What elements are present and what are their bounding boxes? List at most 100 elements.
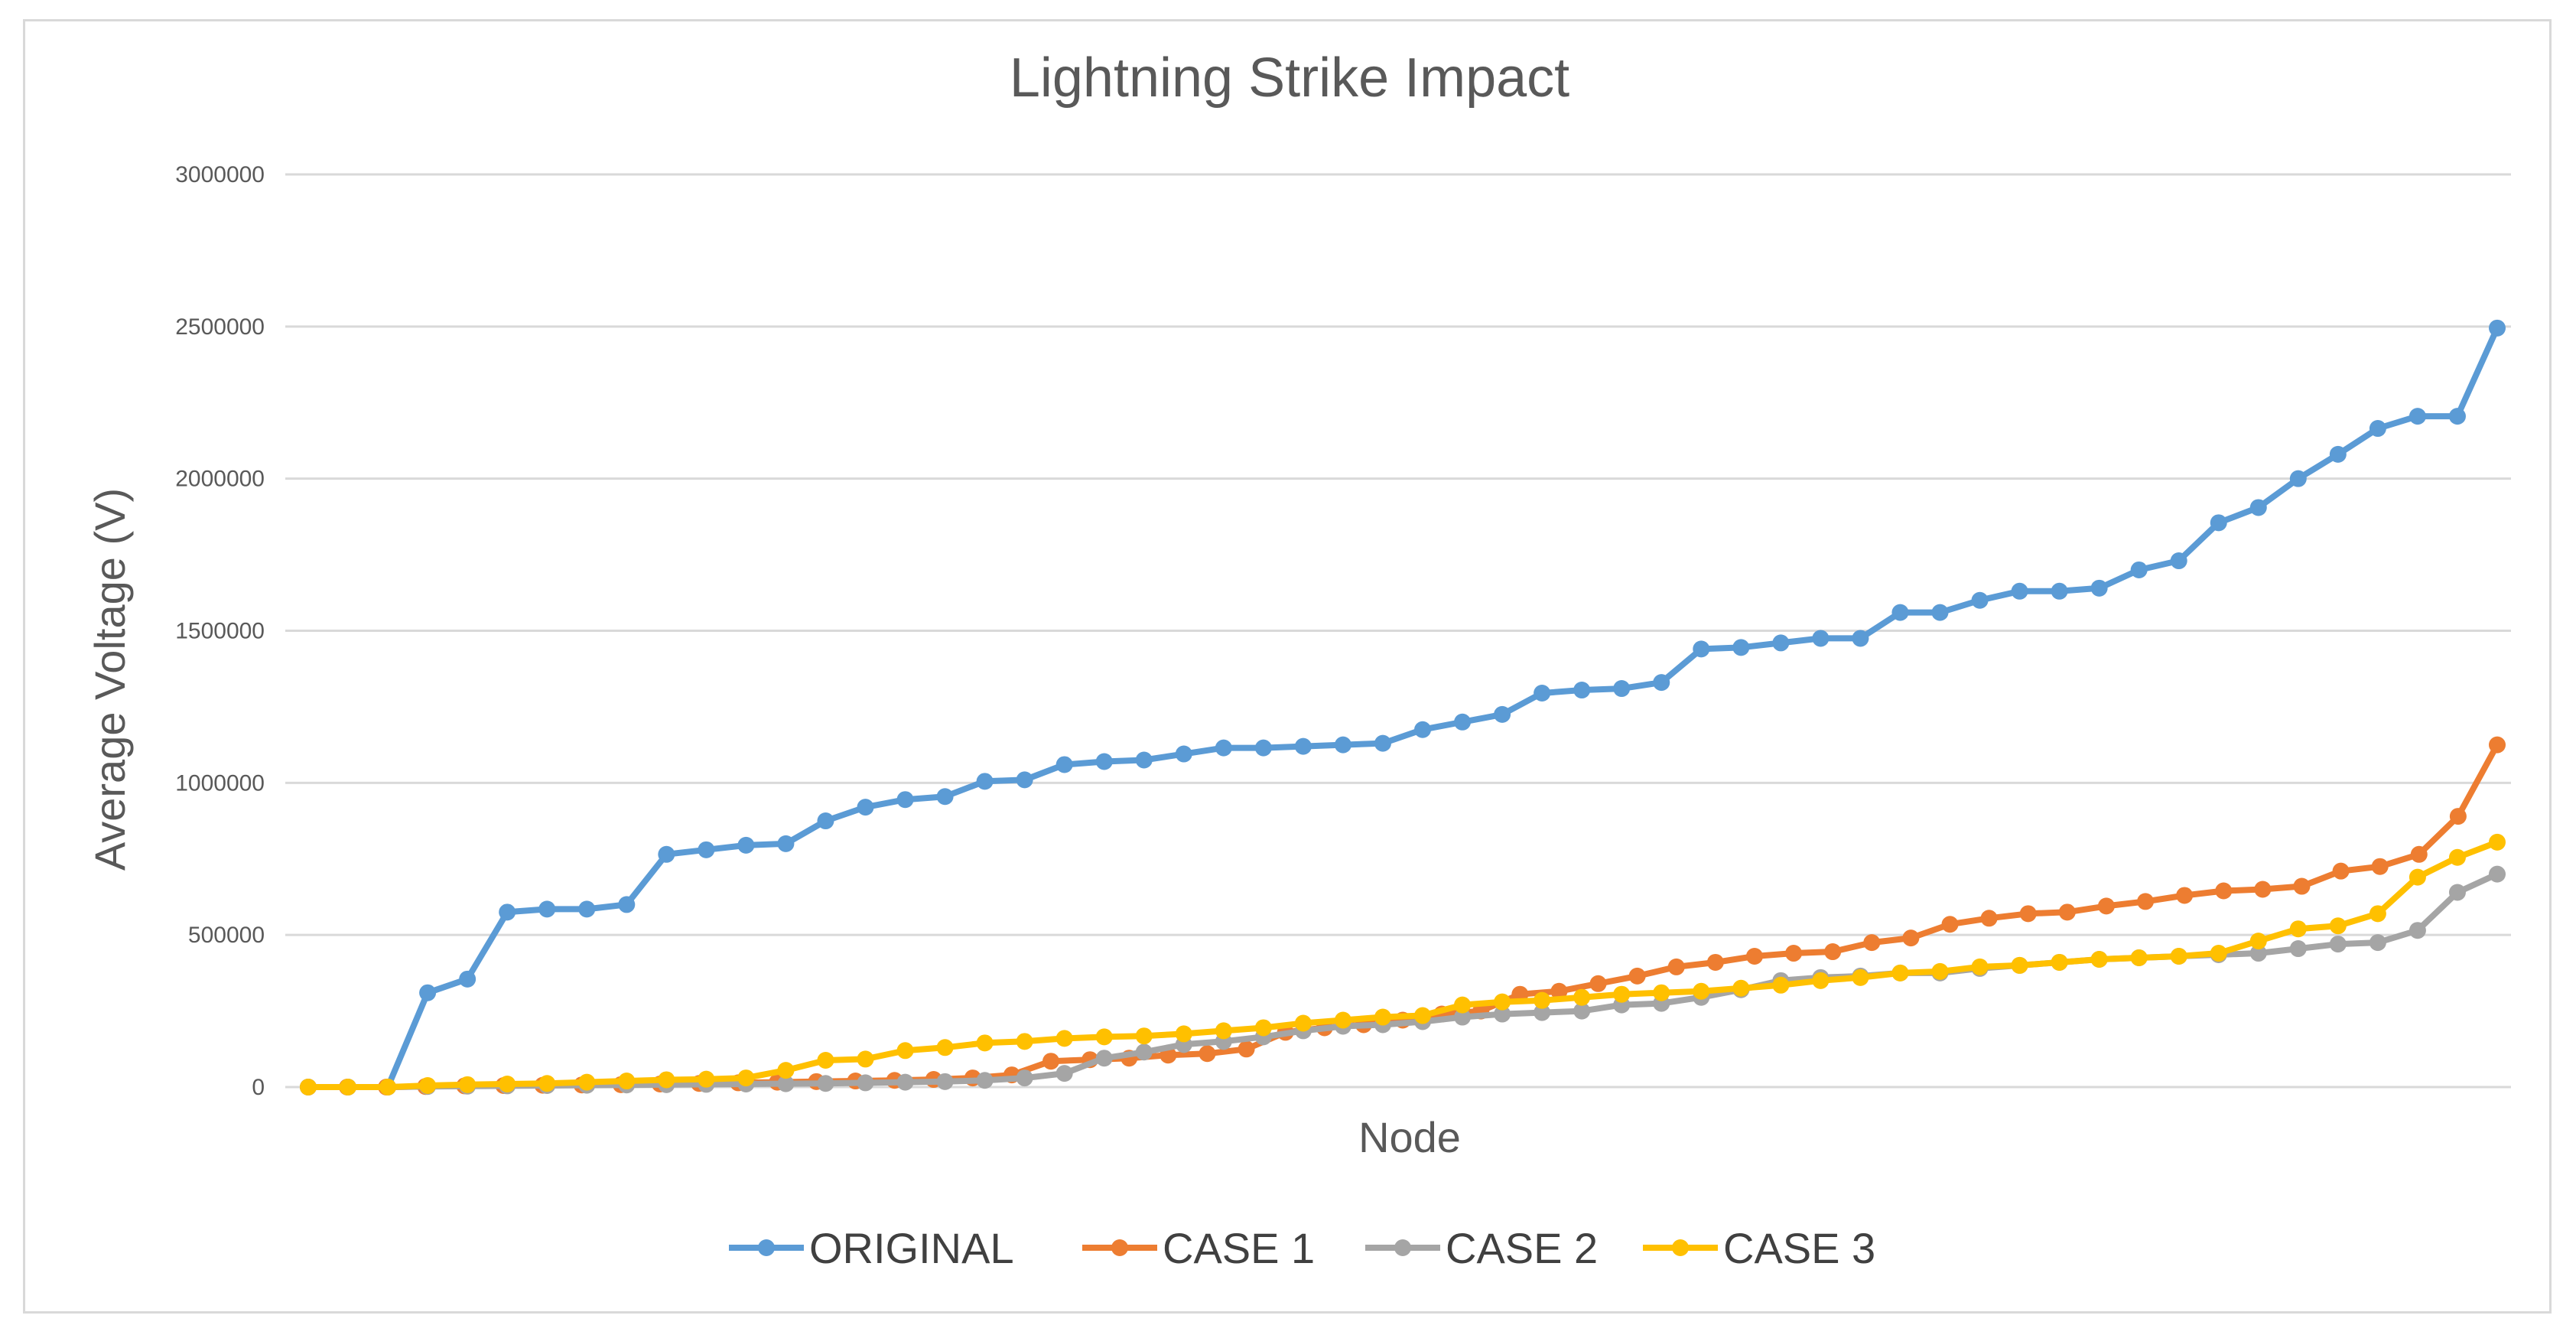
legend-item-case-1: CASE 1	[1082, 1224, 1315, 1272]
data-point	[499, 1076, 516, 1093]
data-point	[1589, 975, 1607, 992]
data-point	[419, 984, 437, 1001]
data-point	[1550, 982, 1568, 1000]
data-point	[1042, 1053, 1060, 1070]
data-point	[2293, 877, 2311, 895]
data-point	[2289, 940, 2307, 958]
data-point	[1095, 753, 1113, 770]
data-point	[1534, 1004, 1551, 1021]
data-point	[817, 1075, 834, 1092]
data-point	[2051, 582, 2068, 600]
line-chart: Lightning Strike Impact 0 500000 1000000 15…	[86, 47, 2511, 1272]
data-point	[578, 1073, 596, 1091]
legend-swatch-marker	[1111, 1239, 1128, 1256]
data-point	[2289, 920, 2307, 938]
data-point	[1693, 640, 1710, 658]
data-point	[2170, 552, 2187, 570]
data-point	[2051, 953, 2068, 971]
data-point	[2249, 933, 2267, 950]
data-point	[1175, 745, 1192, 763]
data-point	[1199, 1045, 1216, 1063]
data-point	[1891, 964, 1909, 982]
series-line	[308, 871, 2499, 1090]
data-point	[1334, 736, 1351, 754]
data-point	[1454, 713, 1472, 731]
data-point	[2210, 514, 2227, 532]
data-point	[1294, 1014, 1312, 1032]
data-point	[896, 1073, 914, 1091]
data-point	[2130, 949, 2148, 966]
data-point	[2019, 905, 2037, 923]
data-point	[618, 896, 636, 913]
data-point	[459, 970, 476, 988]
data-point	[1653, 984, 1670, 1001]
data-point	[2369, 934, 2386, 952]
data-point	[1573, 988, 1591, 1006]
data-point	[1852, 630, 1869, 647]
data-point	[2448, 408, 2466, 425]
data-point	[1414, 1007, 1432, 1024]
data-point	[896, 1042, 914, 1060]
y-tick-label: 3000000	[175, 162, 265, 187]
data-point	[1095, 1028, 1113, 1046]
data-point	[2489, 833, 2506, 851]
data-point	[2329, 917, 2347, 935]
data-point	[1613, 985, 1631, 1003]
y-tick-label: 1000000	[175, 770, 265, 796]
data-point	[1294, 737, 1312, 755]
chart-frame: Lightning Strike Impact 0 500000 1000000 15…	[23, 19, 2552, 1314]
data-point	[2170, 948, 2187, 965]
data-point	[1254, 1019, 1272, 1037]
data-point	[1573, 1002, 1591, 1020]
data-point	[1135, 1027, 1153, 1045]
legend-swatch-marker	[758, 1239, 775, 1256]
data-point	[2408, 868, 2426, 886]
data-point	[379, 1079, 397, 1095]
data-point	[2289, 470, 2307, 487]
series-case-3	[300, 833, 2506, 1095]
data-point	[1653, 674, 1670, 692]
data-point	[777, 1075, 795, 1092]
y-tick-label: 0	[252, 1075, 265, 1100]
data-point	[1931, 962, 1949, 980]
data-point	[499, 903, 516, 921]
data-point	[1980, 910, 1998, 927]
data-point	[1215, 1022, 1232, 1040]
data-point	[2448, 848, 2466, 866]
data-point	[1414, 721, 1432, 738]
data-point	[419, 1077, 437, 1095]
data-point	[2215, 882, 2233, 900]
data-point	[2489, 865, 2506, 883]
data-point	[2410, 845, 2428, 863]
data-point	[777, 835, 795, 852]
data-point	[578, 900, 596, 918]
data-point	[2489, 319, 2506, 337]
data-point	[1812, 972, 1830, 989]
data-point	[1238, 1040, 1255, 1058]
legend-item-case-2: CASE 2	[1365, 1224, 1598, 1272]
legend-swatch-marker	[1394, 1239, 1411, 1256]
data-point	[976, 1072, 994, 1089]
data-point	[1494, 993, 1511, 1011]
y-tick-label: 500000	[188, 923, 265, 948]
y-tick-label: 2500000	[175, 314, 265, 340]
data-point	[1454, 996, 1472, 1014]
data-point	[936, 788, 954, 806]
data-point	[1095, 1050, 1113, 1067]
data-point	[300, 1079, 317, 1095]
series-case-1	[300, 736, 2506, 1095]
gridlines	[285, 173, 2511, 1089]
data-point	[538, 1075, 556, 1092]
data-point	[2329, 445, 2347, 463]
data-point	[1941, 916, 1959, 933]
y-tick-label: 2000000	[175, 467, 265, 492]
data-point	[1055, 1030, 1073, 1047]
data-point	[1494, 1005, 1511, 1023]
y-tick-label: 1500000	[175, 619, 265, 644]
data-point	[857, 1074, 874, 1092]
data-point	[2097, 897, 2115, 915]
data-point	[1254, 739, 1272, 757]
data-point	[2329, 936, 2347, 953]
data-point	[2249, 945, 2267, 962]
data-point	[1534, 685, 1551, 702]
